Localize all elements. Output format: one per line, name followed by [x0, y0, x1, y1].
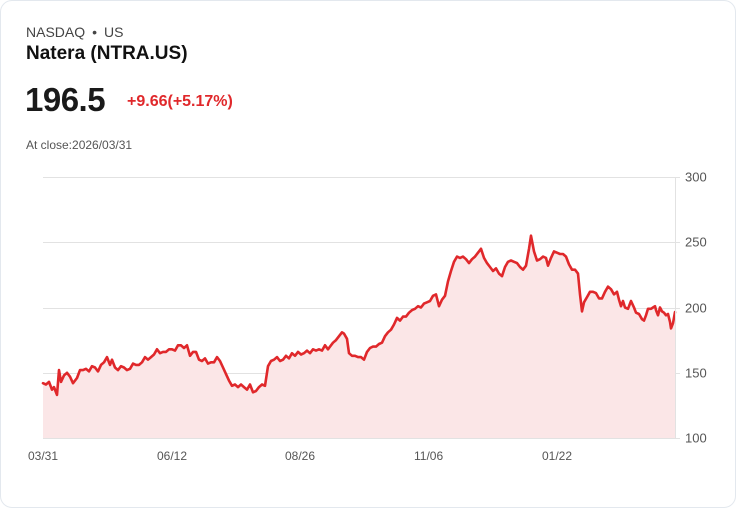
price-area [43, 235, 675, 438]
exchange-name: NASDAQ [26, 24, 86, 40]
exchange-info: NASDAQ • US [26, 24, 123, 40]
price-change: +9.66(+5.17%) [127, 93, 233, 110]
close-date: At close:2026/03/31 [26, 138, 133, 152]
y-axis: 300 250 200 150 100 [675, 170, 707, 446]
x-tick-label: 06/12 [157, 449, 187, 463]
stock-price: 196.5 [25, 81, 106, 118]
stock-name: Natera (NTRA.US) [26, 43, 188, 64]
x-tick-label: 11/06 [414, 449, 443, 463]
y-tick-label: 250 [685, 235, 707, 250]
price-line [41, 234, 677, 397]
x-tick-label: 03/31 [28, 449, 58, 463]
y-tick-label: 300 [685, 170, 707, 185]
x-tick-label: 01/22 [542, 449, 572, 463]
separator-dot: • [92, 24, 98, 40]
y-tick-label: 200 [685, 301, 707, 316]
x-axis: 03/31 06/12 08/26 11/06 01/22 [28, 449, 572, 463]
y-tick-label: 100 [685, 431, 707, 446]
region: US [104, 24, 124, 40]
y-tick-label: 150 [685, 366, 707, 381]
x-tick-label: 08/26 [285, 449, 315, 463]
